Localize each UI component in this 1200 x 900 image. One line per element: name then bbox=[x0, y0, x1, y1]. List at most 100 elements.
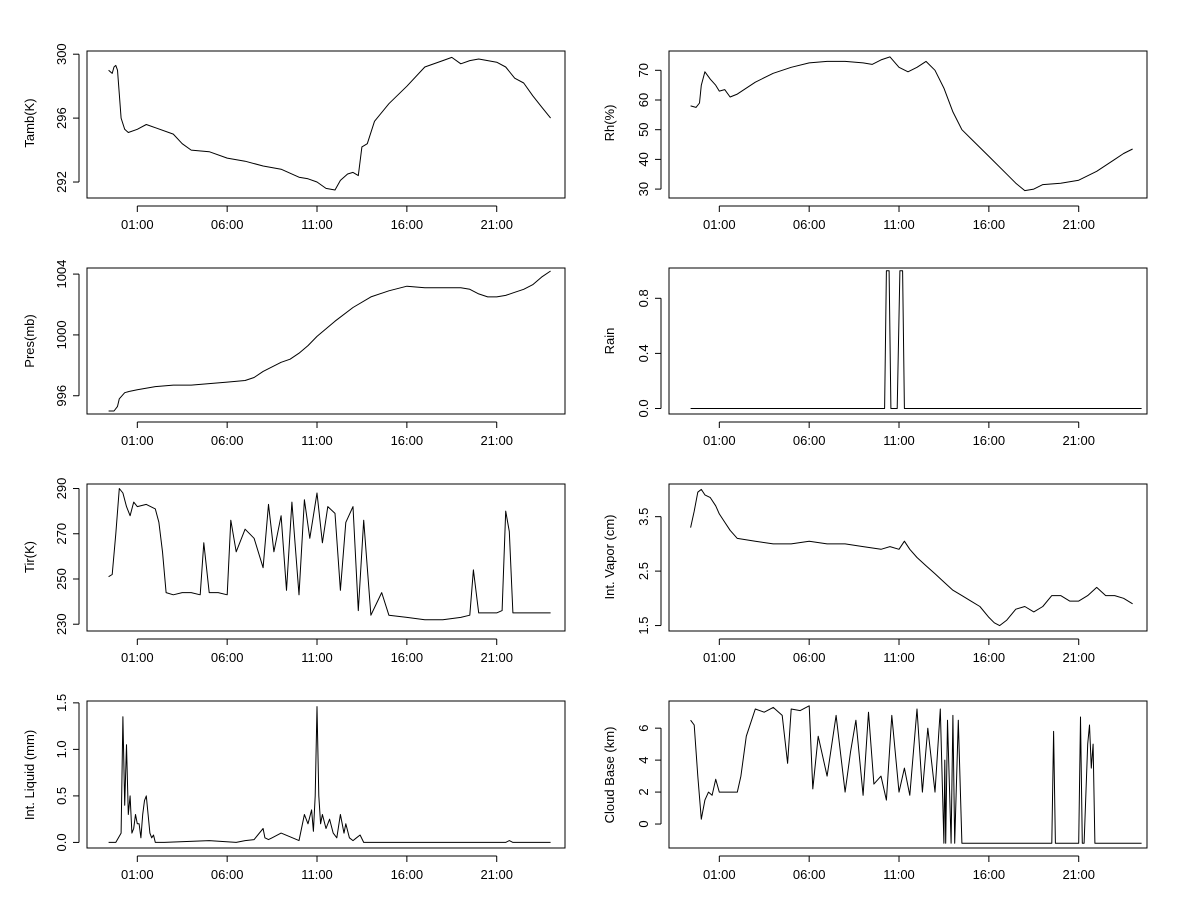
panel-tamb: Tamb(K) 01:00 06:00 11:00 16:00 21:00 292 296 3… bbox=[22, 43, 566, 232]
panel-tir-plot-frame bbox=[86, 483, 566, 632]
panel-vapor-x-tick-label: 06:00 bbox=[793, 650, 826, 665]
panel-tir-y-tick-label: 250 bbox=[54, 568, 69, 590]
panel-rain-y-tick-label: 0.0 bbox=[636, 399, 651, 417]
panel-cloudbase-ylabel: Cloud Base (km) bbox=[602, 727, 617, 824]
panel-rh-x-tick-label: 21:00 bbox=[1062, 217, 1095, 232]
panel-rain-x-tick-label: 01:00 bbox=[703, 433, 736, 448]
panel-tamb-ylabel: Tamb(K) bbox=[22, 98, 37, 147]
panel-pres-y-tick-label: 1000 bbox=[54, 320, 69, 349]
panel-cloudbase-x-tick-label: 21:00 bbox=[1062, 867, 1095, 882]
panel-vapor-series-line bbox=[690, 488, 1133, 627]
panel-vapor-y-tick-label: 3.5 bbox=[636, 508, 651, 526]
panel-liquid-x-tick-label: 11:00 bbox=[301, 867, 333, 882]
panel-liquid-y-tick-label: 1.0 bbox=[54, 740, 69, 758]
panel-rh-y-tick-label: 30 bbox=[636, 182, 651, 196]
panel-liquid-x-tick-label: 06:00 bbox=[211, 867, 244, 882]
panel-tir-y-tick-label: 290 bbox=[54, 478, 69, 500]
panel-rh-y-tick-label: 40 bbox=[636, 152, 651, 166]
panel-tamb-y-tick-label: 292 bbox=[54, 171, 69, 193]
panel-liquid-y-tick-label: 0.0 bbox=[54, 833, 69, 851]
panel-tamb-y-tick-label: 296 bbox=[54, 107, 69, 129]
panel-rh-y-tick-label: 70 bbox=[636, 63, 651, 77]
panel-rh-x-tick-label: 11:00 bbox=[883, 217, 915, 232]
panel-liquid-x-tick-label: 16:00 bbox=[391, 867, 424, 882]
panel-rh-y-tick-label: 60 bbox=[636, 93, 651, 107]
panel-rh-plot-frame bbox=[668, 50, 1148, 199]
panel-vapor-x-tick-label: 21:00 bbox=[1062, 650, 1095, 665]
panel-rain-plot-frame bbox=[668, 267, 1148, 415]
panel-rain-ylabel: Rain bbox=[602, 328, 617, 355]
panel-vapor-x-tick-label: 11:00 bbox=[883, 650, 915, 665]
panel-pres-y-tick-label: 1004 bbox=[54, 260, 69, 289]
panel-cloudbase-plot-frame bbox=[668, 700, 1148, 849]
panel-rh-series-line bbox=[690, 56, 1133, 192]
panel-tamb-series-line bbox=[108, 56, 551, 191]
panel-vapor-ylabel: Int. Vapor (cm) bbox=[602, 514, 617, 599]
panel-rh-x-tick-label: 01:00 bbox=[703, 217, 736, 232]
panel-pres-series-line bbox=[108, 270, 551, 412]
panel-vapor-x-tick-label: 16:00 bbox=[973, 650, 1006, 665]
panel-liquid-plot-frame bbox=[86, 700, 566, 849]
panel-cloudbase: Cloud Base (km) 01:00 06:00 11:00 16:00 21:0… bbox=[602, 700, 1148, 882]
panel-rain-x-tick-label: 06:00 bbox=[793, 433, 826, 448]
panel-tamb-x-tick-label: 21:00 bbox=[480, 217, 513, 232]
panel-rain-series-line bbox=[690, 270, 1142, 409]
panel-rain-x-tick-label: 11:00 bbox=[883, 433, 915, 448]
panel-liquid-x-tick-label: 21:00 bbox=[480, 867, 513, 882]
panel-cloudbase-x-tick-label: 11:00 bbox=[883, 867, 915, 882]
panel-cloudbase-y-tick-label: 2 bbox=[636, 788, 651, 795]
panel-tamb-x-tick-label: 16:00 bbox=[391, 217, 424, 232]
panel-tir-y-tick-label: 230 bbox=[54, 613, 69, 635]
panel-tir-y-tick-label: 270 bbox=[54, 523, 69, 545]
panel-rain: Rain 01:00 06:00 11:00 16:00 21:00 0.0 0.4 0.8 bbox=[602, 267, 1148, 448]
panel-liquid-series-line bbox=[108, 706, 551, 843]
panel-pres-plot-frame bbox=[86, 267, 566, 415]
panel-pres-x-tick-label: 21:00 bbox=[480, 433, 513, 448]
panel-vapor-plot-frame bbox=[668, 483, 1148, 632]
panel-cloudbase-y-tick-label: 6 bbox=[636, 725, 651, 732]
panel-pres-x-tick-label: 11:00 bbox=[301, 433, 333, 448]
panel-cloudbase-x-tick-label: 01:00 bbox=[703, 867, 736, 882]
panel-vapor: Int. Vapor (cm) 01:00 06:00 11:00 16:00 21:0… bbox=[602, 483, 1148, 665]
panel-vapor-x-tick-label: 01:00 bbox=[703, 650, 736, 665]
panel-cloudbase-y-tick-label: 0 bbox=[636, 820, 651, 827]
panel-tamb-x-tick-label: 11:00 bbox=[301, 217, 333, 232]
panel-rh-x-tick-label: 06:00 bbox=[793, 217, 826, 232]
panel-tamb-x-tick-label: 01:00 bbox=[121, 217, 154, 232]
panel-tir-series-line bbox=[108, 488, 551, 621]
panel-liquid-x-tick-label: 01:00 bbox=[121, 867, 154, 882]
panel-tir-x-tick-label: 06:00 bbox=[211, 650, 244, 665]
panel-rain-y-tick-label: 0.8 bbox=[636, 289, 651, 307]
panel-tir: Tir(K) 01:00 06:00 11:00 16:00 21:00 230 250 27… bbox=[22, 478, 566, 665]
panel-rh-ylabel: Rh(%) bbox=[602, 105, 617, 142]
panel-tir-x-tick-label: 21:00 bbox=[480, 650, 513, 665]
panel-cloudbase-x-tick-label: 06:00 bbox=[793, 867, 826, 882]
panel-rh-y-tick-label: 50 bbox=[636, 122, 651, 136]
panel-pres-y-tick-label: 996 bbox=[54, 385, 69, 407]
panel-rain-y-tick-label: 0.4 bbox=[636, 344, 651, 362]
panel-liquid-y-tick-label: 0.5 bbox=[54, 787, 69, 805]
panel-pres-x-tick-label: 16:00 bbox=[391, 433, 424, 448]
panel-cloudbase-y-tick-label: 4 bbox=[636, 757, 651, 764]
panel-tir-ylabel: Tir(K) bbox=[22, 541, 37, 573]
panel-tamb-x-tick-label: 06:00 bbox=[211, 217, 244, 232]
panel-pres-ylabel: Pres(mb) bbox=[22, 314, 37, 367]
panel-rain-x-tick-label: 16:00 bbox=[973, 433, 1006, 448]
panel-liquid: Int. Liquid (mm) 01:00 06:00 11:00 16:00 21:… bbox=[22, 694, 566, 882]
panel-tir-x-tick-label: 11:00 bbox=[301, 650, 333, 665]
panel-rh: Rh(%) 01:00 06:00 11:00 16:00 21:00 30 40 50 60 7… bbox=[602, 50, 1148, 232]
panel-tamb-y-tick-label: 300 bbox=[54, 43, 69, 65]
panel-cloudbase-x-tick-label: 16:00 bbox=[973, 867, 1006, 882]
panel-tir-x-tick-label: 01:00 bbox=[121, 650, 154, 665]
panel-tir-x-tick-label: 16:00 bbox=[391, 650, 424, 665]
panel-cloudbase-series-line bbox=[690, 705, 1142, 844]
panel-pres-x-tick-label: 01:00 bbox=[121, 433, 154, 448]
panel-rain-x-tick-label: 21:00 bbox=[1062, 433, 1095, 448]
panel-pres: Pres(mb) 01:00 06:00 11:00 16:00 21:00 996 100… bbox=[22, 260, 566, 448]
panel-rh-x-tick-label: 16:00 bbox=[973, 217, 1006, 232]
panel-vapor-y-tick-label: 2.5 bbox=[636, 562, 651, 580]
panel-liquid-y-tick-label: 1.5 bbox=[54, 694, 69, 712]
panel-vapor-y-tick-label: 1.5 bbox=[636, 617, 651, 635]
